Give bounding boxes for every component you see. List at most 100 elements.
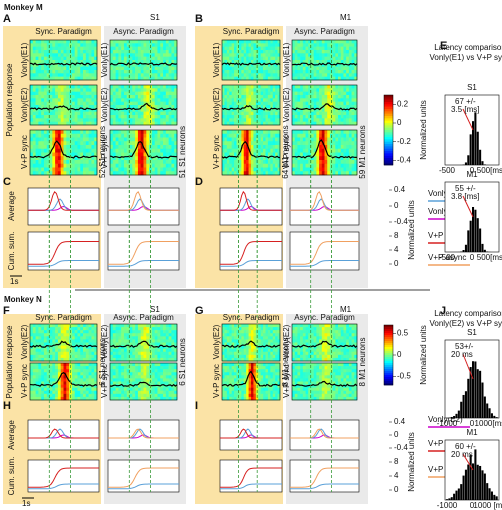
heatmap-cell — [258, 133, 261, 138]
heatmap-cell — [91, 390, 95, 395]
heatmap-cell — [57, 363, 62, 367]
heatmap-cell — [151, 141, 155, 146]
heatmap-cell — [38, 330, 42, 334]
heatmap-cell — [115, 88, 119, 92]
heatmap-cell — [319, 98, 323, 102]
heatmap-cell — [327, 70, 331, 74]
heatmap-cell — [43, 148, 48, 153]
heatmap-cell — [351, 137, 355, 142]
heatmap-cell — [66, 396, 70, 401]
heatmap-cell — [57, 115, 62, 119]
heatmap-cell — [74, 53, 78, 57]
heatmap-cell — [154, 339, 158, 343]
heatmap-cell — [126, 73, 130, 77]
heatmap-cell — [41, 390, 45, 395]
heatmap-cell — [265, 73, 269, 77]
heatmap-cell — [57, 111, 62, 116]
heatmap-cell — [115, 366, 119, 370]
heatmap-cell — [55, 145, 59, 150]
heatmap-cell — [163, 101, 167, 106]
heatmap-cell — [46, 95, 50, 99]
heatmap-cell — [118, 70, 122, 74]
heatmap-cell — [110, 333, 114, 337]
heatmap-cell — [168, 73, 172, 77]
heatmap-cell — [121, 50, 125, 54]
heatmap-cell — [115, 53, 119, 57]
heatmap-cell — [71, 348, 75, 353]
heatmap-cell — [121, 63, 125, 67]
heatmap-cell — [83, 160, 87, 165]
heatmap-cell — [126, 156, 130, 161]
heatmap-cell — [41, 101, 45, 106]
heatmap-cell — [275, 145, 278, 150]
heatmap-cell — [123, 171, 128, 176]
heatmap-cell — [236, 156, 240, 161]
heatmap-cell — [91, 381, 95, 385]
heatmap-cell — [46, 70, 50, 74]
heatmap-cell — [260, 118, 264, 122]
heatmap-cell — [46, 76, 50, 81]
heatmap-cell — [151, 73, 155, 77]
heatmap-cell — [302, 115, 306, 119]
heatmap-cell — [338, 141, 342, 146]
heatmap-cell — [277, 111, 281, 116]
heatmap-cell — [241, 324, 245, 328]
heatmap-cell — [55, 345, 59, 349]
heatmap-cell — [69, 91, 73, 96]
heatmap-cell — [77, 63, 81, 67]
heatmap-cell — [329, 121, 333, 126]
heatmap-cell — [74, 141, 78, 146]
heatmap-cell — [258, 163, 261, 168]
heatmap-cell — [43, 372, 48, 376]
heatmap-cell — [226, 50, 230, 54]
trace — [108, 241, 179, 265]
heatmap-cell — [129, 118, 133, 122]
heatmap-cell — [229, 108, 232, 112]
heatmap-cell — [157, 43, 161, 47]
heatmap-cell — [55, 363, 59, 367]
heatmap-cell — [85, 342, 89, 346]
heatmap-cell — [324, 141, 328, 146]
heatmap-cell — [123, 40, 128, 44]
heatmap-cell — [154, 148, 158, 153]
heatmap-cell — [165, 357, 169, 362]
heatmap-cell — [132, 351, 136, 356]
heatmap-cell — [224, 121, 228, 126]
heatmap-cell — [30, 330, 34, 334]
heatmap-cell — [94, 366, 98, 370]
heatmap-cell — [305, 91, 309, 96]
heatmap-cell — [310, 167, 314, 172]
heatmap-cell — [300, 108, 304, 112]
heatmap-cell — [35, 105, 39, 109]
heatmap-cell — [277, 148, 281, 153]
colorbar-cell — [384, 141, 393, 145]
heatmap-cell — [163, 339, 167, 343]
heatmap-cell — [110, 70, 114, 74]
heatmap-cell — [332, 56, 336, 61]
heatmap-cell — [168, 351, 172, 356]
heatmap-cell — [246, 91, 249, 96]
heatmap-cell — [154, 393, 158, 398]
colorbar-cell — [384, 347, 393, 350]
heatmap-cell — [151, 369, 155, 373]
heatmap-cell — [234, 43, 237, 47]
heatmap-cell — [121, 101, 125, 106]
heatmap-cell — [137, 152, 142, 157]
heatmap-cell — [171, 148, 175, 153]
heatmap-cell — [32, 366, 36, 370]
row-condition: V+P sync — [100, 135, 109, 169]
heatmap-cell — [229, 76, 232, 81]
heatmap-cell — [146, 333, 150, 337]
heatmap-cell — [157, 115, 161, 119]
heatmap-cell — [132, 393, 136, 398]
heatmap-cell — [226, 152, 230, 157]
heatmap-cell — [126, 130, 130, 135]
heatmap-cell — [238, 137, 242, 142]
heatmap-cell — [226, 145, 230, 150]
heatmap-cell — [55, 366, 59, 370]
heatmap-cell — [222, 53, 225, 57]
heatmap-cell — [168, 141, 172, 146]
heatmap-cell — [163, 333, 167, 337]
heatmap-cell — [132, 105, 136, 109]
heatmap-cell — [302, 130, 306, 135]
